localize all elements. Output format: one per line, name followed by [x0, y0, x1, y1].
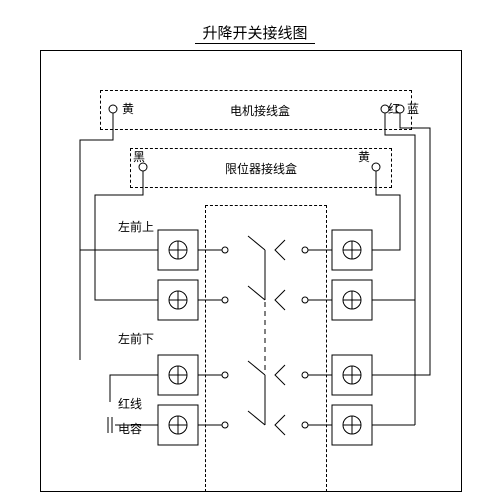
L3	[169, 366, 187, 384]
switch-3	[248, 361, 285, 400]
R2	[343, 291, 361, 309]
switch-1	[248, 236, 285, 275]
wiring-svg	[0, 0, 500, 500]
R4	[343, 416, 361, 434]
switch-4	[248, 400, 285, 435]
L4	[169, 416, 187, 434]
term-l-yellow	[372, 163, 380, 171]
diagram-canvas: 升降开关接线图 黄 电机接线盒 红 蓝 黑 限位器接线盒 黄 左前上 左前下 红…	[0, 0, 500, 500]
term-m-blue	[396, 105, 404, 113]
term-m-red	[381, 105, 389, 113]
term-m-yellow	[109, 105, 117, 113]
R3	[343, 366, 361, 384]
R1	[343, 241, 361, 259]
L2	[169, 291, 187, 309]
L1	[169, 241, 187, 259]
term-l-black	[139, 163, 147, 171]
switch-2	[248, 275, 285, 310]
